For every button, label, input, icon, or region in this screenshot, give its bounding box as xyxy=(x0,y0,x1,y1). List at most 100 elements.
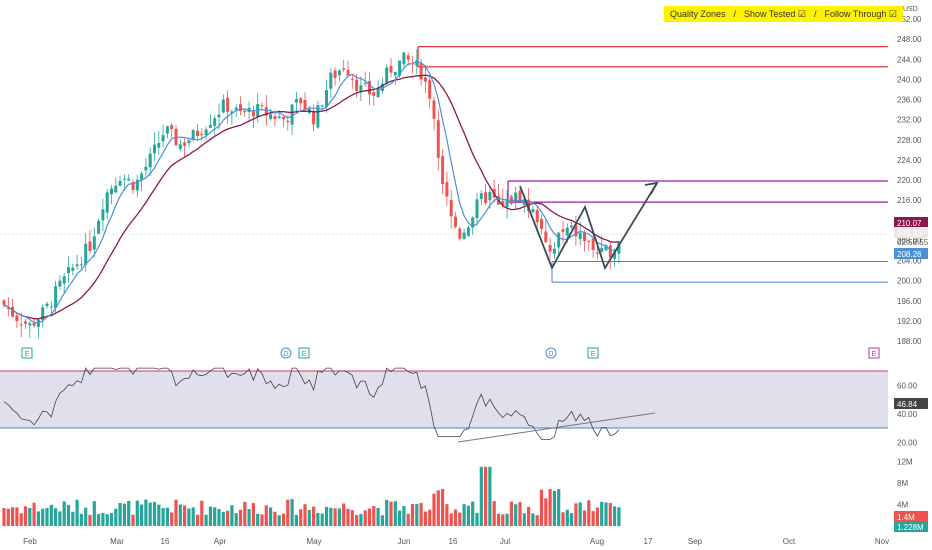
volume-bar xyxy=(183,505,187,526)
sma-fast-badge-bg xyxy=(894,248,928,259)
volume-bar xyxy=(415,503,419,526)
volume-bar xyxy=(170,512,174,526)
show-tested-label[interactable]: Show Tested ☑ xyxy=(744,8,806,19)
volume-bar xyxy=(527,506,531,526)
volume-bar xyxy=(195,514,200,526)
volume-bar xyxy=(148,502,152,526)
volume-bar xyxy=(6,508,10,526)
indicator-settings-bar[interactable]: Quality Zones / Show Tested ☑ / Follow T… xyxy=(664,6,903,22)
candle-body xyxy=(591,238,595,250)
candle-body xyxy=(110,188,113,195)
price-axis[interactable]: 252.00 248.00 244.00 240.00 236.00 232.00 228.… xyxy=(894,15,929,532)
volume-bar xyxy=(75,499,79,526)
candle-body xyxy=(514,192,518,202)
pattern-arrowhead xyxy=(644,181,659,195)
volume-bar xyxy=(578,502,582,526)
volume-bar xyxy=(398,510,402,526)
volume-bar xyxy=(561,512,565,526)
volume-bar xyxy=(101,512,105,526)
volume-bar xyxy=(114,508,118,526)
volume-bar xyxy=(363,510,367,526)
candle-body xyxy=(540,218,543,229)
time-axis[interactable]: Feb Mar 16 Apr May Jun 16 Jul Aug 17 Sep Oct Nov xyxy=(23,537,889,546)
candle-body xyxy=(62,276,66,284)
volume-bar xyxy=(157,504,161,526)
candle-body xyxy=(385,67,389,83)
candle-body xyxy=(127,178,131,181)
price-tick-label: 200.00 xyxy=(897,277,922,286)
candle-body xyxy=(363,83,367,85)
candle-body xyxy=(600,247,604,252)
volume-bar xyxy=(144,499,148,526)
candle-body xyxy=(217,114,221,118)
volume-bar xyxy=(66,504,71,526)
volume-bar xyxy=(165,507,169,526)
volume-bar xyxy=(419,502,423,526)
volume-bar xyxy=(312,506,316,526)
candle-body xyxy=(484,192,488,203)
volume-bar xyxy=(273,511,277,526)
candle-body xyxy=(196,130,199,136)
volume-bar xyxy=(109,513,114,526)
volume-bar xyxy=(281,513,286,526)
volume-bar xyxy=(277,515,281,526)
sma-slow-badge-bg xyxy=(894,217,928,228)
candle-body xyxy=(428,80,432,99)
candle-body xyxy=(269,114,273,119)
volume-bar xyxy=(320,513,324,526)
candle-body xyxy=(148,153,152,168)
candle-body xyxy=(165,126,169,134)
candle-body xyxy=(544,231,548,243)
volume-bar xyxy=(303,504,307,526)
volume-bar xyxy=(535,515,539,526)
candle-body xyxy=(595,252,599,254)
volume-bar xyxy=(613,506,617,526)
candle-body xyxy=(84,243,88,265)
candle-body xyxy=(329,72,333,89)
candle-body xyxy=(441,156,445,185)
price-tick-label: 244.00 xyxy=(897,55,922,64)
volume-bar xyxy=(92,501,96,526)
volume-bar xyxy=(251,503,255,526)
candle-body xyxy=(423,77,427,82)
volume-bar xyxy=(217,509,221,526)
candle-body xyxy=(157,143,161,148)
chart-pattern xyxy=(519,181,659,271)
separator: / xyxy=(733,9,737,19)
volume-bar xyxy=(367,508,372,526)
volume-bar xyxy=(355,514,359,526)
price-tick-label: 228.00 xyxy=(897,136,922,145)
volume-bar xyxy=(595,507,599,526)
volume-bar xyxy=(514,504,518,526)
volume-bar xyxy=(402,506,406,526)
volume-bar xyxy=(591,511,595,526)
candle-body xyxy=(75,264,79,267)
quality-zones-label[interactable]: Quality Zones xyxy=(670,9,726,19)
moving-averages xyxy=(3,60,620,324)
rsi-tick-label: 60.00 xyxy=(897,381,918,390)
dividend-marker-shape xyxy=(545,347,557,359)
time-tick-label: Nov xyxy=(875,537,889,546)
candle-body xyxy=(290,104,294,125)
candle-body xyxy=(118,180,122,186)
candle-body xyxy=(342,68,346,70)
volume-bar xyxy=(479,466,483,526)
sma-fast-badge: 208.26 xyxy=(897,250,922,259)
rsi-value-badge-bg xyxy=(894,398,928,409)
candle-body xyxy=(204,129,208,136)
candle-body xyxy=(178,144,182,149)
volume-bar xyxy=(62,501,66,526)
volume-bar xyxy=(152,501,157,526)
volume-bar xyxy=(79,513,83,526)
time-tick-label: Jul xyxy=(500,537,510,546)
price-tick-label: 188.00 xyxy=(897,337,922,346)
candle-body xyxy=(535,209,539,223)
price-tick-label: 196.00 xyxy=(897,297,922,306)
volume-bar xyxy=(505,513,509,526)
candle-body xyxy=(200,134,204,136)
candle-body xyxy=(320,105,324,107)
follow-through-label[interactable]: Follow Through ☑ xyxy=(824,8,897,19)
price-tick-label: 192.00 xyxy=(897,317,922,326)
